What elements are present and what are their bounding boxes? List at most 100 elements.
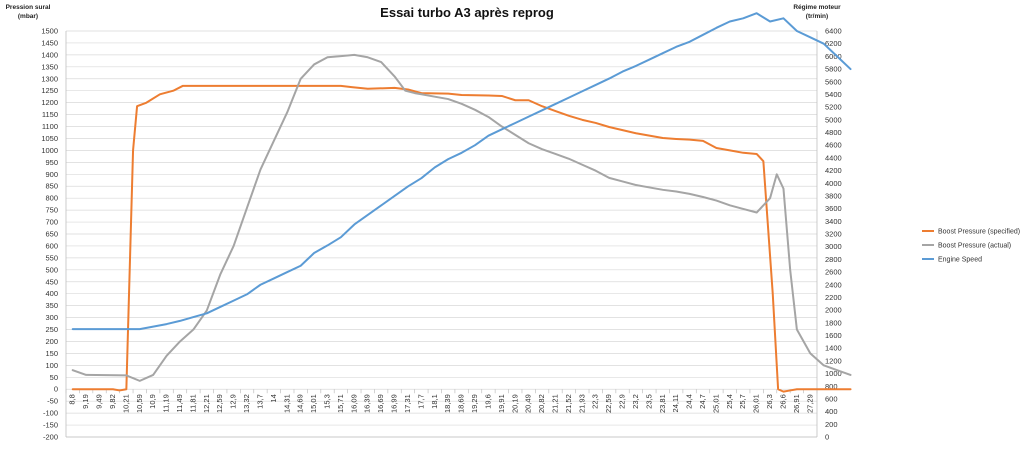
right-axis-title-line2: (tr/min) — [806, 13, 828, 20]
left-tick-label: 950 — [45, 158, 58, 167]
left-tick-label: 1050 — [41, 134, 58, 143]
left-tick-label: 1250 — [41, 86, 58, 95]
left-tick-label: 850 — [45, 182, 58, 191]
left-tick-label: 550 — [45, 253, 58, 262]
right-tick-label: 6000 — [825, 52, 842, 61]
x-tick-label: 27,29 — [805, 394, 814, 413]
x-tick-label: 20,19 — [510, 394, 519, 413]
right-tick-label: 3400 — [825, 217, 842, 226]
x-tick-label: 9,19 — [81, 394, 90, 409]
right-tick-label: 800 — [825, 382, 838, 391]
left-tick-label: -150 — [43, 421, 58, 430]
left-axis-title-line2: (mbar) — [18, 13, 38, 20]
x-tick-label: 16,39 — [363, 394, 372, 413]
x-tick-label: 11,81 — [188, 394, 197, 412]
right-tick-label: 4600 — [825, 141, 842, 150]
left-tick-label: 1450 — [41, 38, 58, 47]
right-tick-label: 4800 — [825, 128, 842, 137]
right-tick-label: 6200 — [825, 39, 842, 48]
right-tick-label: 2600 — [825, 268, 842, 277]
x-tick-label: 19,91 — [497, 394, 506, 413]
gridlines — [65, 30, 818, 438]
left-tick-label: 150 — [45, 349, 58, 358]
x-tick-label: 19,6 — [483, 394, 492, 409]
right-tick-label: 5400 — [825, 90, 842, 99]
x-tick-label: 23,5 — [644, 394, 653, 409]
left-tick-label: 1000 — [41, 146, 58, 155]
left-tick-label: 250 — [45, 325, 58, 334]
right-tick-label: 400 — [825, 407, 838, 416]
left-tick-label: 800 — [45, 194, 58, 203]
x-tick-label: 18,39 — [443, 394, 452, 413]
left-tick-label: -100 — [43, 409, 58, 418]
x-tick-label: 10,9 — [148, 394, 157, 409]
x-tick-label: 26,91 — [792, 394, 801, 413]
x-tick-label: 16,09 — [349, 394, 358, 413]
right-tick-label: 3000 — [825, 242, 842, 251]
x-tick-label: 10,21 — [121, 394, 130, 413]
left-tick-label: 200 — [45, 337, 58, 346]
right-tick-label: 5200 — [825, 103, 842, 112]
x-tick-label: 20,82 — [537, 394, 546, 413]
x-tick-label: 23,81 — [658, 394, 667, 413]
left-tick-label: 1400 — [41, 50, 58, 59]
x-tick-label: 25,4 — [725, 394, 734, 409]
x-tick-label: 26,6 — [778, 394, 787, 409]
x-tick-label: 14 — [269, 394, 278, 402]
right-tick-label: 3200 — [825, 230, 842, 239]
series-line-boost-pressure-specified — [71, 84, 852, 393]
x-tick-label: 24,11 — [671, 394, 680, 412]
x-tick-label: 18,69 — [457, 394, 466, 413]
right-tick-label: 200 — [825, 420, 838, 429]
legend-label: Engine Speed — [938, 257, 982, 264]
right-tick-label: 4000 — [825, 179, 842, 188]
series-line-engine-speed — [71, 12, 852, 331]
x-tick-label: 24,4 — [685, 394, 694, 409]
right-tick-label: 5600 — [825, 77, 842, 86]
left-tick-label: -50 — [47, 397, 58, 406]
x-tick-label: 13,32 — [242, 394, 251, 413]
x-tick-label: 26,3 — [765, 394, 774, 409]
right-tick-label: 1400 — [825, 344, 842, 353]
left-tick-label: 1500 — [41, 27, 58, 36]
left-tick-label: 100 — [45, 361, 58, 370]
right-tick-label: 0 — [825, 433, 829, 442]
x-tick-label: 10,59 — [135, 394, 144, 413]
x-tick-label: 22,59 — [604, 394, 613, 413]
left-tick-label: 450 — [45, 277, 58, 286]
left-axis-title-line1: Pression sural — [6, 4, 51, 11]
right-tick-label: 3800 — [825, 191, 842, 200]
x-tick-label: 19,29 — [470, 394, 479, 413]
left-tick-label: 400 — [45, 289, 58, 298]
left-tick-label: 750 — [45, 206, 58, 215]
x-tick-label: 15,71 — [336, 394, 345, 413]
right-tick-label: 2200 — [825, 293, 842, 302]
left-tick-label: 650 — [45, 230, 58, 239]
legend: Boost Pressure (specified) Boost Pressure… — [922, 229, 1020, 264]
x-tick-label: 21,52 — [564, 394, 573, 413]
x-tick-label: 22,3 — [591, 394, 600, 409]
x-tick-label: 20,49 — [524, 394, 533, 413]
right-tick-label: 1800 — [825, 318, 842, 327]
right-tick-label: 4400 — [825, 153, 842, 162]
right-tick-label: 1200 — [825, 356, 842, 365]
right-tick-label: 3600 — [825, 204, 842, 213]
right-tick-label: 4200 — [825, 166, 842, 175]
series-lines — [71, 12, 852, 393]
left-tick-label: 1200 — [41, 98, 58, 107]
chart-title: Essai turbo A3 après reprog — [380, 5, 554, 20]
right-axis-ticks: 0 200 400 600 800 1000 1200 1400 1600 1800 2000 220… — [825, 27, 842, 442]
left-tick-label: 500 — [45, 265, 58, 274]
legend-label: Boost Pressure (specified) — [938, 229, 1020, 236]
left-tick-label: 300 — [45, 313, 58, 322]
left-tick-label: 1150 — [42, 110, 58, 119]
x-tick-label: 14,69 — [296, 394, 305, 413]
left-axis-ticks: -200 -150 -100 -50 0 50 100 150 200 250 300 350 400 4… — [41, 27, 58, 442]
right-tick-label: 5800 — [825, 65, 842, 74]
x-tick-label: 12,21 — [202, 394, 211, 413]
left-tick-label: 600 — [45, 241, 58, 250]
right-tick-label: 5000 — [825, 115, 842, 124]
left-tick-label: 0 — [54, 385, 58, 394]
left-tick-label: 1100 — [42, 122, 58, 131]
